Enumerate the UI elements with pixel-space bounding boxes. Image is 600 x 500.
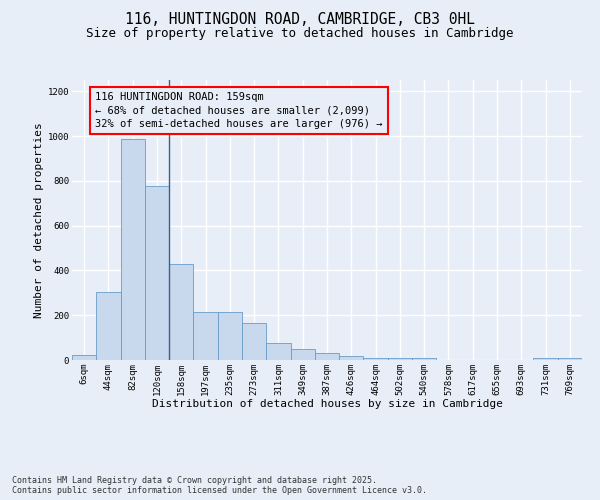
Bar — [266, 342, 290, 360]
Bar — [96, 292, 121, 360]
Bar — [218, 312, 242, 360]
Bar — [558, 358, 582, 360]
Text: Contains HM Land Registry data © Crown copyright and database right 2025.
Contai: Contains HM Land Registry data © Crown c… — [12, 476, 427, 495]
Text: Size of property relative to detached houses in Cambridge: Size of property relative to detached ho… — [86, 28, 514, 40]
Bar — [315, 354, 339, 360]
Bar — [242, 323, 266, 360]
Text: 116 HUNTINGDON ROAD: 159sqm
← 68% of detached houses are smaller (2,099)
32% of : 116 HUNTINGDON ROAD: 159sqm ← 68% of det… — [95, 92, 383, 128]
Bar — [339, 356, 364, 360]
Bar — [364, 358, 388, 360]
Bar — [290, 349, 315, 360]
Bar — [169, 264, 193, 360]
Bar — [193, 312, 218, 360]
Bar — [145, 186, 169, 360]
Bar — [72, 355, 96, 360]
Bar — [533, 358, 558, 360]
Y-axis label: Number of detached properties: Number of detached properties — [34, 122, 44, 318]
X-axis label: Distribution of detached houses by size in Cambridge: Distribution of detached houses by size … — [151, 399, 503, 409]
Text: 116, HUNTINGDON ROAD, CAMBRIDGE, CB3 0HL: 116, HUNTINGDON ROAD, CAMBRIDGE, CB3 0HL — [125, 12, 475, 28]
Bar — [121, 140, 145, 360]
Bar — [388, 358, 412, 360]
Bar — [412, 358, 436, 360]
